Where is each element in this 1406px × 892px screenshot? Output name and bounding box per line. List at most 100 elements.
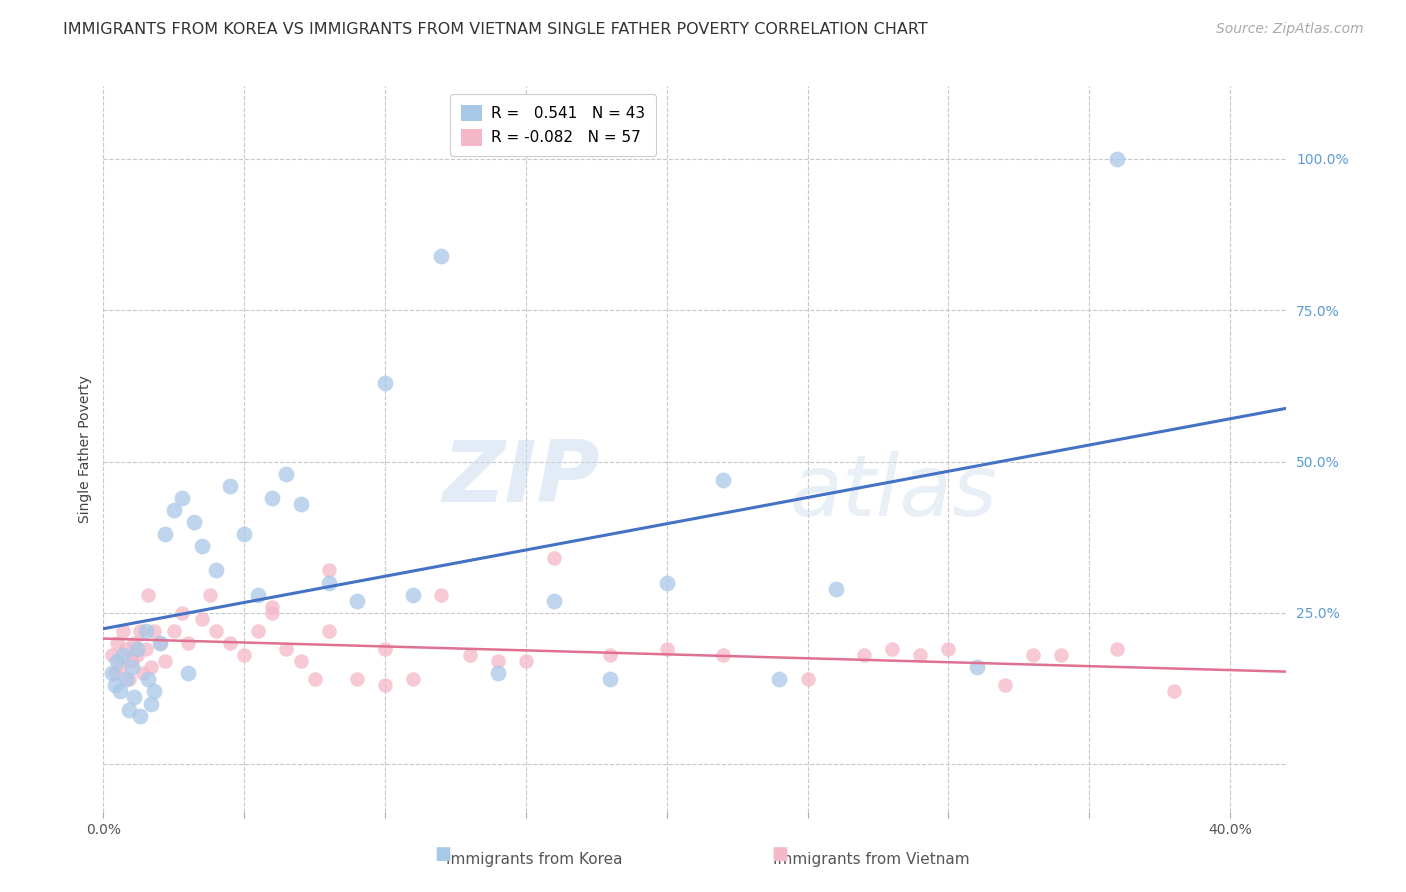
Point bbox=[1050, 648, 1073, 662]
Point bbox=[141, 660, 163, 674]
Point bbox=[205, 624, 228, 638]
Point bbox=[191, 612, 214, 626]
Point bbox=[1107, 152, 1129, 166]
Point bbox=[129, 708, 152, 723]
Point bbox=[107, 654, 129, 668]
Point bbox=[110, 660, 132, 674]
Point bbox=[276, 642, 298, 657]
Point bbox=[994, 678, 1017, 692]
Point bbox=[318, 563, 340, 577]
Point bbox=[262, 599, 284, 614]
Point bbox=[233, 648, 256, 662]
Point bbox=[262, 606, 284, 620]
Point bbox=[768, 673, 790, 687]
Point bbox=[135, 624, 157, 638]
Point bbox=[247, 624, 270, 638]
Point bbox=[346, 673, 368, 687]
Point bbox=[149, 636, 172, 650]
Point bbox=[374, 678, 396, 692]
Point bbox=[143, 684, 166, 698]
Point bbox=[138, 588, 160, 602]
Point bbox=[135, 642, 157, 657]
Point bbox=[172, 491, 194, 505]
Point bbox=[1022, 648, 1045, 662]
Point bbox=[374, 376, 396, 390]
Text: Source: ZipAtlas.com: Source: ZipAtlas.com bbox=[1216, 22, 1364, 37]
Point bbox=[711, 473, 734, 487]
Point bbox=[107, 636, 129, 650]
Point bbox=[882, 642, 904, 657]
Text: Immigrants from Korea: Immigrants from Korea bbox=[446, 852, 623, 867]
Point bbox=[966, 660, 988, 674]
Point bbox=[486, 666, 509, 681]
Point bbox=[852, 648, 875, 662]
Point bbox=[430, 588, 453, 602]
Point bbox=[124, 636, 146, 650]
Point bbox=[374, 642, 396, 657]
Point bbox=[101, 666, 124, 681]
Point bbox=[430, 249, 453, 263]
Point bbox=[127, 648, 149, 662]
Point bbox=[138, 673, 160, 687]
Point bbox=[177, 636, 200, 650]
Point bbox=[110, 684, 132, 698]
Point bbox=[233, 527, 256, 541]
Point bbox=[824, 582, 846, 596]
Point bbox=[543, 551, 565, 566]
Point bbox=[796, 673, 818, 687]
Point bbox=[276, 467, 298, 481]
Point bbox=[132, 666, 155, 681]
Point bbox=[115, 642, 138, 657]
Point bbox=[129, 624, 152, 638]
Point bbox=[112, 648, 135, 662]
Point bbox=[183, 515, 205, 529]
Point bbox=[346, 593, 368, 607]
Point bbox=[219, 479, 242, 493]
Point bbox=[515, 654, 537, 668]
Text: ZIP: ZIP bbox=[443, 437, 600, 520]
Point bbox=[143, 624, 166, 638]
Legend: R =   0.541   N = 43, R = -0.082   N = 57: R = 0.541 N = 43, R = -0.082 N = 57 bbox=[450, 94, 657, 156]
Point bbox=[121, 660, 143, 674]
Point bbox=[543, 593, 565, 607]
Point bbox=[599, 648, 621, 662]
Point bbox=[191, 539, 214, 553]
Point bbox=[711, 648, 734, 662]
Point bbox=[177, 666, 200, 681]
Point bbox=[149, 636, 172, 650]
Point bbox=[1107, 642, 1129, 657]
Point bbox=[124, 690, 146, 705]
Point bbox=[1163, 684, 1185, 698]
Text: ■: ■ bbox=[772, 845, 789, 863]
Point bbox=[112, 624, 135, 638]
Text: atlas: atlas bbox=[790, 451, 998, 534]
Point bbox=[402, 673, 425, 687]
Point bbox=[141, 697, 163, 711]
Point bbox=[155, 654, 177, 668]
Point bbox=[163, 503, 186, 517]
Point bbox=[290, 654, 312, 668]
Point bbox=[318, 575, 340, 590]
Point bbox=[486, 654, 509, 668]
Point bbox=[910, 648, 932, 662]
Point bbox=[262, 491, 284, 505]
Point bbox=[118, 702, 141, 716]
Point bbox=[247, 588, 270, 602]
Point bbox=[402, 588, 425, 602]
Text: IMMIGRANTS FROM KOREA VS IMMIGRANTS FROM VIETNAM SINGLE FATHER POVERTY CORRELATI: IMMIGRANTS FROM KOREA VS IMMIGRANTS FROM… bbox=[63, 22, 928, 37]
Y-axis label: Single Father Poverty: Single Father Poverty bbox=[79, 376, 93, 524]
Point bbox=[155, 527, 177, 541]
Point bbox=[163, 624, 186, 638]
Point bbox=[938, 642, 960, 657]
Point bbox=[205, 563, 228, 577]
Point bbox=[304, 673, 326, 687]
Point bbox=[115, 673, 138, 687]
Point bbox=[655, 642, 678, 657]
Point bbox=[200, 588, 222, 602]
Point bbox=[127, 642, 149, 657]
Point bbox=[121, 654, 143, 668]
Point bbox=[599, 673, 621, 687]
Point bbox=[118, 673, 141, 687]
Point bbox=[655, 575, 678, 590]
Point bbox=[101, 648, 124, 662]
